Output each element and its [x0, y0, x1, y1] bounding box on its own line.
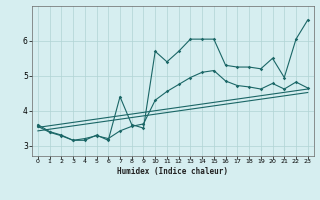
X-axis label: Humidex (Indice chaleur): Humidex (Indice chaleur) [117, 167, 228, 176]
